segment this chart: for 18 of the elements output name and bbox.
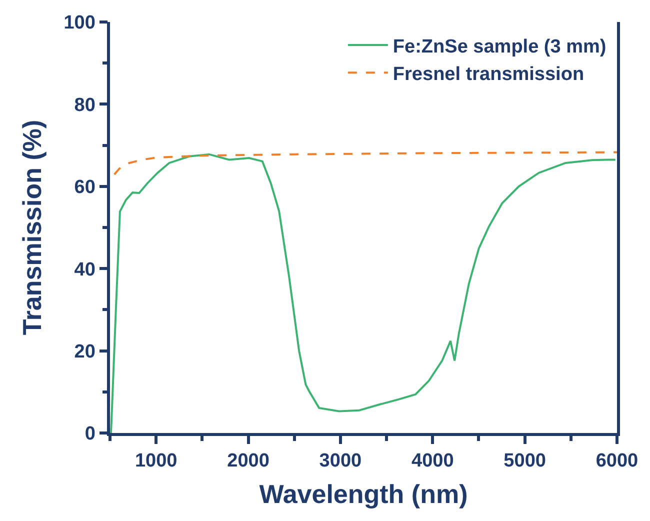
y-tick-label: 80 [74,94,96,116]
y-tick-label: 0 [84,424,96,445]
y-tick-label: 20 [74,341,96,362]
line-series [113,151,617,176]
y-axis-title: Transmission (%) [17,120,48,336]
x-axis-title: Wavelength (nm) [259,479,468,510]
x-tick-label: 3000 [319,450,362,472]
legend-label: Fresnel transmission [392,64,584,86]
y-tick-label: 100 [64,12,96,34]
legend-label: Fe:ZnSe sample (3 mm) [392,36,606,58]
x-tick-label: 2000 [227,450,270,472]
x-tick-label: 1000 [134,450,178,472]
y-tick-label: 60 [74,177,96,198]
line-series [110,153,616,433]
x-tick-label: 4000 [412,450,454,472]
x-tick-label: 6000 [596,450,638,472]
x-tick-label: 5000 [504,450,546,472]
y-tick-label: 40 [74,259,96,280]
